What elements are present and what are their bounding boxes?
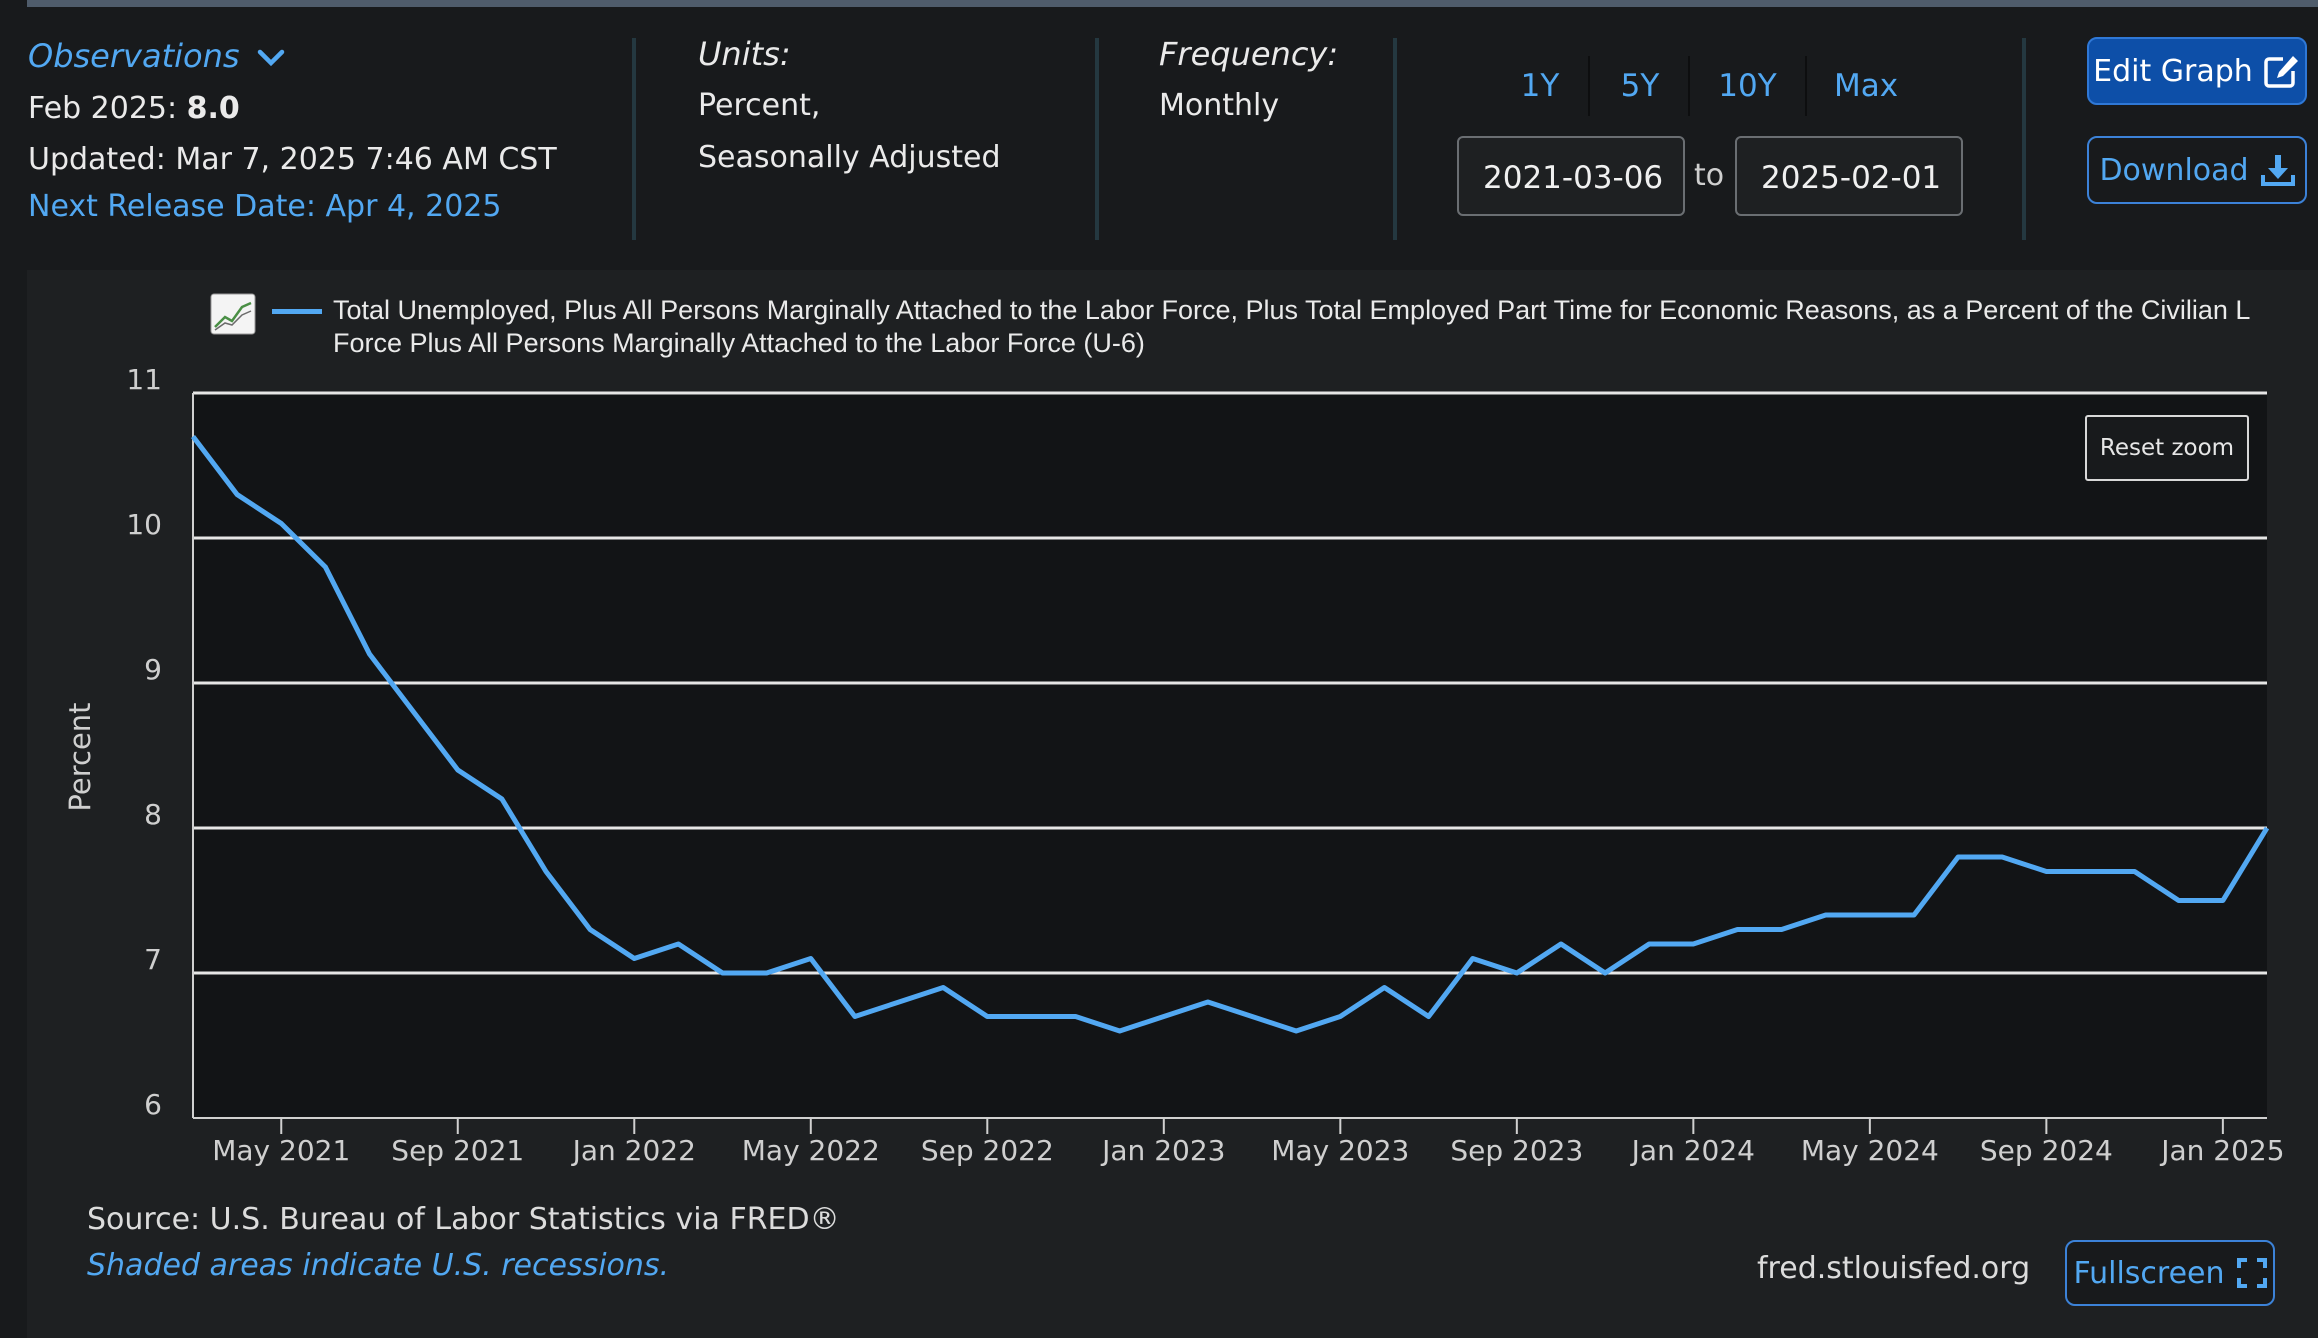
plot-area bbox=[193, 393, 2267, 1118]
latest-period: Feb 2025: bbox=[28, 91, 178, 126]
fullscreen-label: Fullscreen bbox=[2073, 1255, 2225, 1291]
source-text: Source: U.S. Bureau of Labor Statistics … bbox=[87, 1202, 840, 1237]
range-divider bbox=[1688, 56, 1690, 116]
observations-dropdown[interactable]: Observations bbox=[28, 35, 286, 77]
chevron-down-icon bbox=[257, 49, 284, 67]
download-button[interactable]: Download bbox=[2087, 136, 2307, 204]
x-tick-label: Sep 2021 bbox=[391, 1134, 524, 1167]
reset-zoom-button[interactable]: Reset zoom bbox=[2085, 415, 2249, 481]
range-divider bbox=[1805, 56, 1807, 116]
divider bbox=[1095, 38, 1099, 240]
legend-series-label[interactable]: Total Unemployed, Plus All Persons Margi… bbox=[333, 294, 2318, 360]
x-tick-label: Sep 2024 bbox=[1980, 1134, 2113, 1167]
start-date-input[interactable]: 2021-03-06 bbox=[1457, 136, 1685, 216]
x-tick-label: May 2022 bbox=[742, 1134, 880, 1167]
legend-series-swatch bbox=[272, 309, 322, 314]
y-tick-label: 10 bbox=[126, 508, 162, 541]
x-tick-label: May 2023 bbox=[1271, 1134, 1409, 1167]
y-tick-label: 9 bbox=[144, 653, 162, 686]
x-tick-label: Jan 2025 bbox=[2159, 1134, 2284, 1167]
download-icon bbox=[2260, 155, 2295, 186]
to-label: to bbox=[1694, 158, 1725, 193]
units-line2: Seasonally Adjusted bbox=[698, 140, 1001, 175]
fullscreen-button[interactable]: Fullscreen bbox=[2065, 1240, 2275, 1306]
x-tick-label: Jan 2023 bbox=[1100, 1134, 1225, 1167]
download-label: Download bbox=[2099, 152, 2249, 188]
legend-line-1: Total Unemployed, Plus All Persons Margi… bbox=[333, 295, 2251, 325]
x-tick-label: Jan 2024 bbox=[1630, 1134, 1755, 1167]
x-tick-label: Sep 2023 bbox=[1450, 1134, 1583, 1167]
divider bbox=[1393, 38, 1397, 240]
y-tick-label: 8 bbox=[144, 798, 162, 831]
range-1y-button[interactable]: 1Y bbox=[1520, 68, 1560, 104]
divider bbox=[2022, 38, 2026, 240]
legend-icon bbox=[210, 293, 256, 339]
y-tick-label: 6 bbox=[144, 1088, 162, 1121]
frequency-value: Monthly bbox=[1159, 88, 1280, 123]
observations-label: Observations bbox=[28, 37, 240, 75]
y-tick-label: 7 bbox=[144, 943, 162, 976]
latest-observation: Feb 2025: 8.0 bbox=[28, 89, 240, 129]
x-tick-label: May 2021 bbox=[212, 1134, 350, 1167]
frequency-label: Frequency: bbox=[1159, 35, 1339, 73]
fullscreen-icon bbox=[2236, 1258, 2267, 1288]
latest-value: 8.0 bbox=[186, 91, 240, 126]
y-tick-label: 11 bbox=[126, 363, 162, 396]
edit-icon bbox=[2264, 56, 2298, 88]
units-label: Units: bbox=[698, 35, 791, 73]
edit-graph-button[interactable]: Edit Graph bbox=[2087, 37, 2307, 105]
site-link[interactable]: fred.stlouisfed.org bbox=[1757, 1251, 2031, 1286]
range-divider bbox=[1588, 56, 1590, 116]
next-release-link[interactable]: Next Release Date: Apr 4, 2025 bbox=[28, 189, 502, 224]
legend-line-2: Force Plus All Persons Marginally Attach… bbox=[333, 328, 1145, 358]
range-10y-button[interactable]: 10Y bbox=[1718, 68, 1777, 104]
updated-text: Updated: Mar 7, 2025 7:46 AM CST bbox=[28, 142, 557, 177]
units-line1: Percent, bbox=[698, 88, 821, 123]
end-date-input[interactable]: 2025-02-01 bbox=[1735, 136, 1963, 216]
series-line bbox=[191, 434, 2270, 1034]
x-tick-label: May 2024 bbox=[1801, 1134, 1939, 1167]
range-5y-button[interactable]: 5Y bbox=[1620, 68, 1660, 104]
recession-note: Shaded areas indicate U.S. recessions. bbox=[87, 1248, 670, 1283]
top-border bbox=[27, 0, 2318, 7]
x-tick-label: Jan 2022 bbox=[571, 1134, 696, 1167]
divider bbox=[632, 38, 636, 240]
edit-graph-label: Edit Graph bbox=[2093, 53, 2253, 89]
range-max-button[interactable]: Max bbox=[1833, 68, 1899, 104]
y-axis-label: Percent bbox=[63, 702, 97, 812]
x-tick-label: Sep 2022 bbox=[921, 1134, 1054, 1167]
